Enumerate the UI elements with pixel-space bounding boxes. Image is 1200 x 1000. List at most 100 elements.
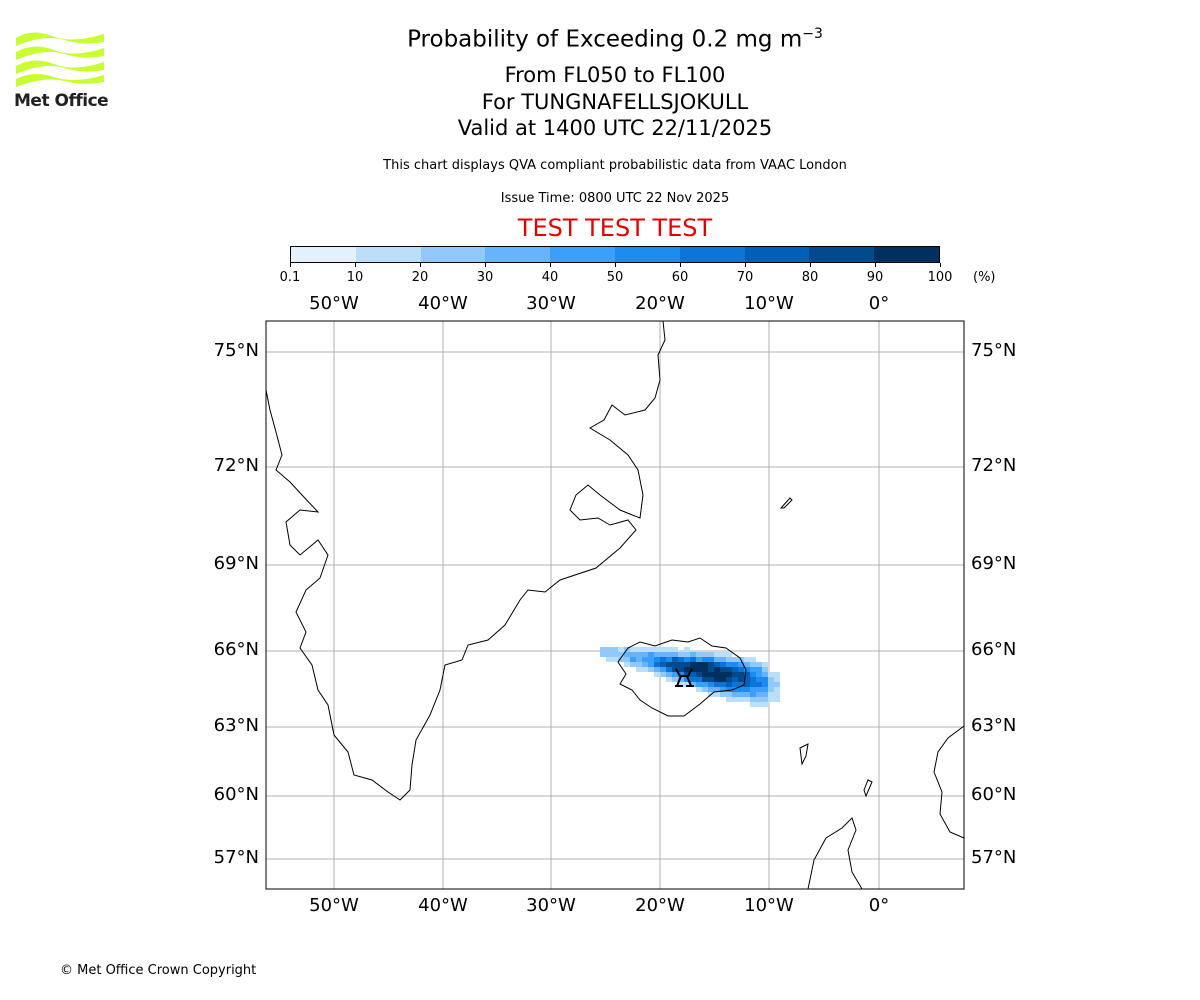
plume-cell xyxy=(684,682,690,687)
plume-cell xyxy=(606,652,612,657)
colorbar-bin xyxy=(485,247,551,262)
plume-cell xyxy=(738,667,744,672)
plume-cell xyxy=(720,692,726,697)
colorbar-tick xyxy=(550,263,551,267)
plume-cell xyxy=(606,657,612,662)
plume-cell xyxy=(744,682,750,687)
plume-cell xyxy=(756,687,762,692)
axis-label: 69°N xyxy=(213,553,259,574)
plume-cell xyxy=(636,662,642,667)
plume-cell xyxy=(666,667,672,672)
greenland-coast xyxy=(265,320,666,801)
plume-cell xyxy=(714,677,720,682)
axis-label: 30°W xyxy=(526,895,576,916)
plume-cell xyxy=(762,702,768,707)
disclaimer: This chart displays QVA compliant probab… xyxy=(383,158,847,173)
colorbar-unit: (%) xyxy=(973,270,996,285)
plume-cell xyxy=(684,652,690,657)
colorbar-tick-label: 40 xyxy=(541,270,559,285)
plume-cell xyxy=(678,652,684,657)
plume-cell xyxy=(684,647,690,652)
axis-label: 10°W xyxy=(744,895,794,916)
axis-label: 63°N xyxy=(971,715,1017,736)
test-banner: TEST TEST TEST xyxy=(517,214,713,242)
plume-cell xyxy=(636,657,642,662)
plume-cell xyxy=(624,657,630,662)
plume-cell xyxy=(666,677,672,682)
plume-cell xyxy=(720,677,726,682)
plume-cell xyxy=(744,692,750,697)
plume-cell xyxy=(672,657,678,662)
plume-cell xyxy=(666,647,672,652)
colorbar-tick xyxy=(940,263,941,267)
colorbar-tick-label: 80 xyxy=(801,270,819,285)
plume-cell xyxy=(744,687,750,692)
plume-cell xyxy=(696,667,702,672)
met-office-logo xyxy=(12,30,108,92)
plume-cell xyxy=(750,677,756,682)
plume-cell xyxy=(636,667,642,672)
plume-cell xyxy=(630,662,636,667)
plume-cell xyxy=(756,702,762,707)
plume-cell xyxy=(654,647,660,652)
plume-cell xyxy=(660,667,666,672)
plume-cell xyxy=(726,687,732,692)
plume-cell xyxy=(696,672,702,677)
plume-cell xyxy=(642,647,648,652)
plume-cell xyxy=(756,682,762,687)
plume-cell xyxy=(756,667,762,672)
plume-cell xyxy=(762,662,768,667)
colorbar-tick xyxy=(355,263,356,267)
plume-cell xyxy=(750,657,756,662)
plume-cell xyxy=(720,652,726,657)
plume-cell xyxy=(756,692,762,697)
plume-cell xyxy=(690,652,696,657)
plume-cell xyxy=(714,662,720,667)
plume-cell xyxy=(774,677,780,682)
plume-cell xyxy=(660,662,666,667)
plume-cell xyxy=(702,682,708,687)
plume-cell xyxy=(702,652,708,657)
plume-cell xyxy=(750,702,756,707)
axis-label: 40°W xyxy=(418,293,468,314)
axis-label: 0° xyxy=(868,895,890,916)
plume-cell xyxy=(774,692,780,697)
issue-time: Issue Time: 0800 UTC 22 Nov 2025 xyxy=(500,191,730,206)
plume-cell xyxy=(648,652,654,657)
plume-cell xyxy=(642,662,648,667)
plume-cell xyxy=(600,652,606,657)
plume-cell xyxy=(672,677,678,682)
plume-cell xyxy=(744,657,750,662)
plume-cell xyxy=(702,657,708,662)
colorbar-bin xyxy=(809,247,875,262)
plume-cell xyxy=(756,672,762,677)
plume-cell xyxy=(732,682,738,687)
plume-cell xyxy=(720,667,726,672)
plume-cell xyxy=(684,662,690,667)
plume-cell xyxy=(726,657,732,662)
plume-cell xyxy=(642,657,648,662)
plume-cell xyxy=(684,672,690,677)
plume-cell xyxy=(678,662,684,667)
plume-cell xyxy=(732,697,738,702)
plume-cell xyxy=(624,662,630,667)
plume-cell xyxy=(738,672,744,677)
plume-cell xyxy=(660,657,666,662)
colorbar-tick-label: 70 xyxy=(736,270,754,285)
plume-cell xyxy=(612,657,618,662)
plume-cell xyxy=(720,687,726,692)
norway-coast xyxy=(933,725,965,839)
plume-cell xyxy=(732,667,738,672)
plume-cell xyxy=(648,647,654,652)
colorbar-bin xyxy=(420,247,486,262)
colorbar-bin xyxy=(874,247,939,262)
colorbar-tick xyxy=(420,263,421,267)
axis-label: 20°W xyxy=(635,293,685,314)
plume-cell xyxy=(744,672,750,677)
plume-cell xyxy=(744,662,750,667)
axis-label: 50°W xyxy=(309,293,359,314)
plume-cell xyxy=(720,682,726,687)
plume-cell xyxy=(690,682,696,687)
